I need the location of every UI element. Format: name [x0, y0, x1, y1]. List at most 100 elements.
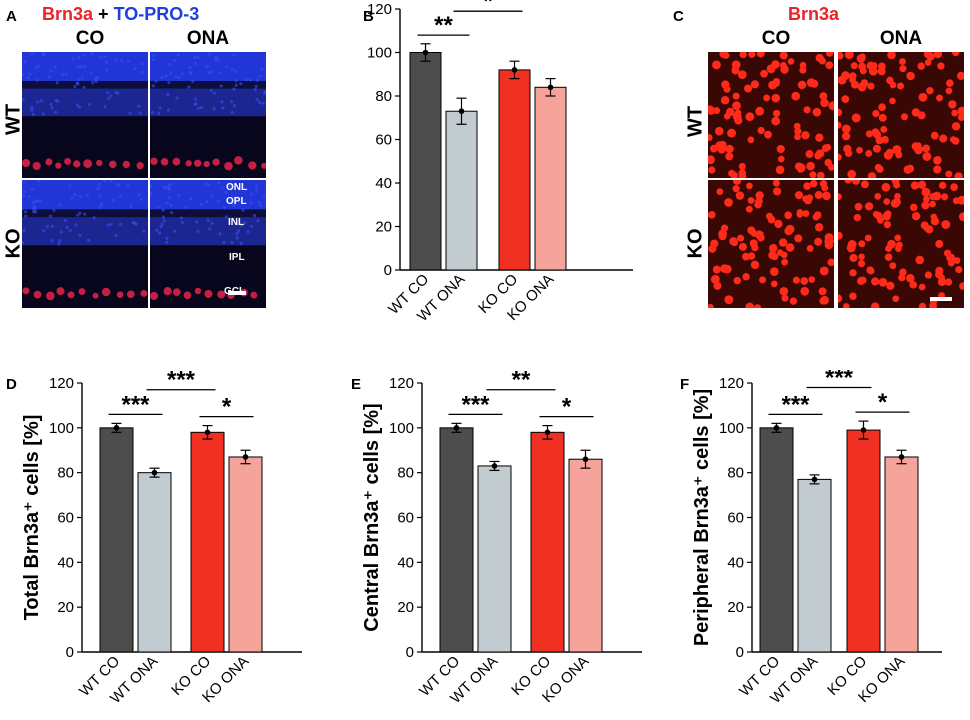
nucleus-dot: [160, 75, 164, 80]
y-tick-label: 120: [389, 375, 414, 392]
brn3a-cell: [886, 281, 895, 290]
inl-layer: [22, 217, 148, 246]
brn3a-cell: [900, 113, 909, 121]
nucleus-dot: [64, 72, 68, 76]
nucleus-dot: [184, 205, 188, 210]
brn3a-cell: [841, 132, 851, 141]
brn3a-cell: [844, 52, 854, 60]
brn3a-cell: [791, 91, 801, 101]
brn3a-cell: [822, 191, 831, 201]
brn3a-cell: [922, 152, 932, 161]
nucleus-dot: [86, 238, 91, 242]
nucleus-dot: [192, 55, 197, 60]
mean-point: [544, 429, 551, 436]
brn3a-cell: [738, 70, 747, 80]
ganglion-cell: [150, 157, 158, 166]
nucleus-dot: [68, 184, 72, 188]
nucleus-dot: [177, 75, 181, 79]
ganglion-cell: [160, 158, 169, 166]
nucleus-dot: [140, 197, 144, 202]
nucleus-dot: [243, 221, 247, 225]
brn3a-cell: [941, 220, 951, 229]
y-tick-label: 80: [727, 465, 744, 482]
brn3a-cell: [730, 171, 738, 178]
brn3a-cell: [801, 131, 810, 140]
brn3a-cell: [859, 53, 866, 61]
nucleus-dot: [252, 213, 257, 218]
nucleus-dot: [106, 223, 110, 227]
brn3a-cell: [852, 180, 861, 185]
brn3a-cell: [785, 224, 795, 234]
brn3a-cell: [887, 52, 896, 60]
brn3a-cell: [779, 61, 787, 69]
y-tick-label: 100: [719, 420, 744, 437]
nucleus-dot: [193, 102, 197, 106]
brn3a-cell: [876, 165, 884, 173]
brn3a-cell: [784, 211, 793, 220]
bar-ko-ona: [228, 456, 263, 653]
brn3a-cell: [735, 191, 745, 200]
nucleus-dot: [235, 222, 239, 226]
nucleus-dot: [206, 218, 210, 223]
brn3a-cell: [745, 205, 753, 213]
brn3a-cell: [732, 101, 741, 110]
bar-wt-co: [99, 427, 134, 653]
ganglion-cell: [33, 290, 42, 299]
ganglion-cell: [56, 287, 65, 296]
nucleus-dot: [254, 84, 258, 88]
bar-wt-co: [759, 427, 794, 653]
brn3a-cell: [958, 110, 964, 118]
layer-label-opl: OPL: [226, 196, 247, 207]
bar-wt-ona: [477, 465, 512, 653]
brn3a-cell: [851, 113, 861, 123]
ganglion-cell: [122, 160, 131, 169]
nucleus-dot: [224, 190, 228, 195]
brn3a-cell: [867, 172, 877, 178]
nucleus-dot: [61, 72, 65, 77]
brn3a-cell: [864, 202, 874, 211]
brn3a-cell: [774, 219, 783, 229]
ganglion-cell: [46, 291, 55, 301]
panel-c-col-ona: ONA: [879, 28, 923, 49]
brn3a-cell: [951, 122, 961, 131]
brn3a-cell: [794, 234, 803, 243]
brn3a-cell: [738, 242, 747, 251]
brn3a-cell: [747, 252, 756, 260]
retina-image-wt-co: [22, 52, 148, 178]
ganglion-cell: [55, 162, 62, 169]
brn3a-cell: [838, 75, 847, 85]
brn3a-cell: [806, 161, 815, 171]
brn3a-cell: [858, 240, 866, 248]
nucleus-dot: [234, 83, 238, 87]
brn3a-cell: [889, 262, 897, 270]
brn3a-cell: [803, 196, 813, 205]
brn3a-cell: [781, 294, 789, 302]
brn3a-cell: [738, 162, 746, 170]
nucleus-dot: [159, 225, 163, 229]
brn3a-cell: [720, 96, 730, 105]
mean-point: [453, 425, 460, 431]
brn3a-cell: [850, 80, 859, 89]
nucleus-dot: [150, 110, 155, 115]
brn3a-cell: [789, 297, 798, 305]
brn3a-cell: [917, 111, 926, 120]
nucleus-dot: [83, 65, 87, 69]
brn3a-cell: [918, 302, 927, 308]
brn3a-cell: [924, 59, 932, 66]
mean-point: [582, 456, 589, 463]
brn3a-cell: [878, 103, 886, 112]
nucleus-dot: [41, 112, 46, 116]
y-tick-label: 60: [727, 510, 744, 527]
brn3a-cell: [815, 133, 824, 142]
brn3a-cell: [933, 165, 942, 174]
brn3a-cell: [866, 266, 874, 274]
brn3a-cell: [951, 52, 960, 57]
brn3a-cell: [871, 277, 880, 286]
brn3a-cell: [729, 237, 738, 246]
nucleus-dot: [88, 102, 92, 106]
brn3a-cell: [708, 155, 715, 165]
brn3a-cell: [933, 52, 943, 59]
brn3a-cell: [849, 292, 857, 300]
nucleus-dot: [126, 59, 130, 63]
panel-letter-c: C: [673, 8, 684, 25]
